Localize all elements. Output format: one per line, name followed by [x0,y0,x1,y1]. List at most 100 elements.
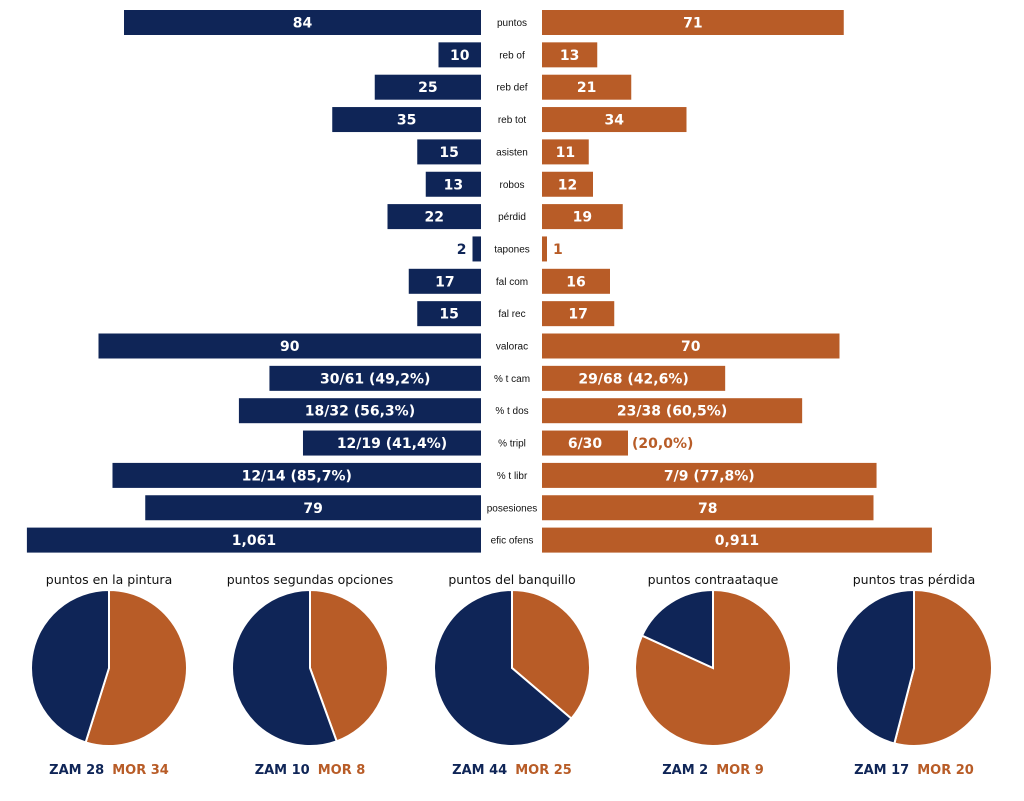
zam-points-label: ZAM 17 [854,763,909,778]
zam-points-label: ZAM 44 [452,763,507,778]
mor-bar [542,462,877,488]
category-label: pérdid [498,212,526,223]
zam-value-label: 12/19 (41,4%) [337,436,447,452]
mor-value-label: 19 [573,210,592,226]
pie-legend: ZAM 17 MOR 20 [854,763,974,778]
zam-bar [98,333,481,359]
mor-bar [542,301,615,327]
mor-value-label: 7/9 (77,8%) [664,468,755,484]
zam-value-label: 15 [439,145,458,161]
pie-title: puntos segundas opciones [227,572,394,587]
zam-value-label: 12/14 (85,7%) [242,468,352,484]
pie-title: puntos del banquillo [448,572,575,587]
mor-bar [542,495,874,521]
zam-bar [332,107,481,133]
mor-slice [511,588,591,720]
zam-bar [425,171,481,197]
mor-value-label: 34 [605,113,625,129]
zam-bar [374,74,481,100]
pie-title: puntos en la pintura [46,572,172,587]
mor-value-label: 0,911 [715,533,759,549]
mor-value-label: 13 [560,48,579,64]
zam-slice [835,588,915,745]
category-label: valorac [496,342,528,353]
category-label: tapones [494,244,530,255]
mor-bar [542,10,844,35]
mor-bar [542,107,687,133]
mor-value-label: 23/38 (60,5%) [617,404,727,420]
zam-value-label: 22 [425,210,444,226]
mor-value-label: 21 [577,80,596,96]
mor-value-label: 12 [558,177,577,193]
zam-points-label: ZAM 2 [662,763,708,778]
mor-bar [542,74,632,100]
zam-slice [30,588,110,744]
pie-chart: puntos del banquillo ZAM 44 MOR 25 [433,572,591,778]
category-label: posesiones [487,503,538,514]
mor-bar [542,333,840,359]
pie-legend: ZAM 2 MOR 9 [662,763,764,778]
mor-bar [542,42,598,68]
mor-value-label: 11 [556,145,575,161]
pie-legend: ZAM 28 MOR 34 [49,763,169,778]
zam-points-label: ZAM 10 [255,763,310,778]
mor-points-label: MOR 9 [716,763,764,778]
zam-value-label: 17 [435,274,454,290]
zam-value-label: 10 [450,48,470,64]
pie-chart: puntos contraataque ZAM 2 MOR 9 [634,572,792,778]
mor-slice [309,588,389,743]
mor-slice [893,588,993,747]
zam-slice [640,588,714,670]
category-label: efic ofens [491,536,534,547]
mor-value-label: 71 [683,16,702,32]
mor-value-label: 6/30 [568,436,603,452]
pie-chart: puntos en la pintura ZAM 28 MOR 34 [30,572,188,778]
category-label: asisten [496,147,528,158]
mor-value-label: 29/68 (42,6%) [578,371,688,387]
zam-bar [438,42,481,68]
category-label: % t dos [495,406,528,417]
zam-bar [269,365,481,391]
mor-value-label: 78 [698,501,717,517]
mor-bar [542,236,547,262]
mor-value-label: 16 [566,274,585,290]
zam-slice [231,588,338,747]
zam-value-label: 18/32 (56,3%) [305,404,415,420]
category-label: puntos [497,18,527,29]
category-label: fal rec [498,309,525,320]
category-label: % tripl [498,439,526,450]
pie-title: puntos contraataque [648,572,779,587]
zam-value-label: 2 [457,242,467,258]
category-label: % t libr [497,471,528,482]
zam-value-label: 35 [397,113,416,129]
zam-bar [124,10,481,35]
mor-bar [542,527,932,553]
mor-value-label: 70 [681,339,701,355]
category-label: % t cam [494,374,530,385]
zam-bar [302,430,481,456]
zam-bar [145,495,481,521]
zam-bar [26,527,482,553]
mor-points-label: MOR 20 [917,763,974,778]
zam-value-label: 30/61 (49,2%) [320,371,430,387]
mor-points-label: MOR 34 [112,763,169,778]
zam-slice [433,588,573,747]
zam-bar [387,204,481,230]
zam-value-label: 15 [439,307,458,323]
pie-title: puntos tras pérdida [853,572,976,587]
zam-bar [417,301,481,327]
category-label: reb tot [498,115,527,126]
zam-value-label: 84 [293,16,313,32]
category-label: robos [499,180,524,191]
mor-bar [542,204,623,230]
mor-value-label: 17 [568,307,587,323]
pie-legend: ZAM 10 MOR 8 [255,763,366,778]
zam-bar [238,398,481,424]
category-label: reb of [499,50,525,61]
mor-slice [84,588,188,747]
mor-bar [542,171,593,197]
mor-value-label: 1 [553,242,563,258]
mor-bar [542,430,628,456]
category-label: reb def [496,83,527,94]
zam-bar [112,462,482,488]
